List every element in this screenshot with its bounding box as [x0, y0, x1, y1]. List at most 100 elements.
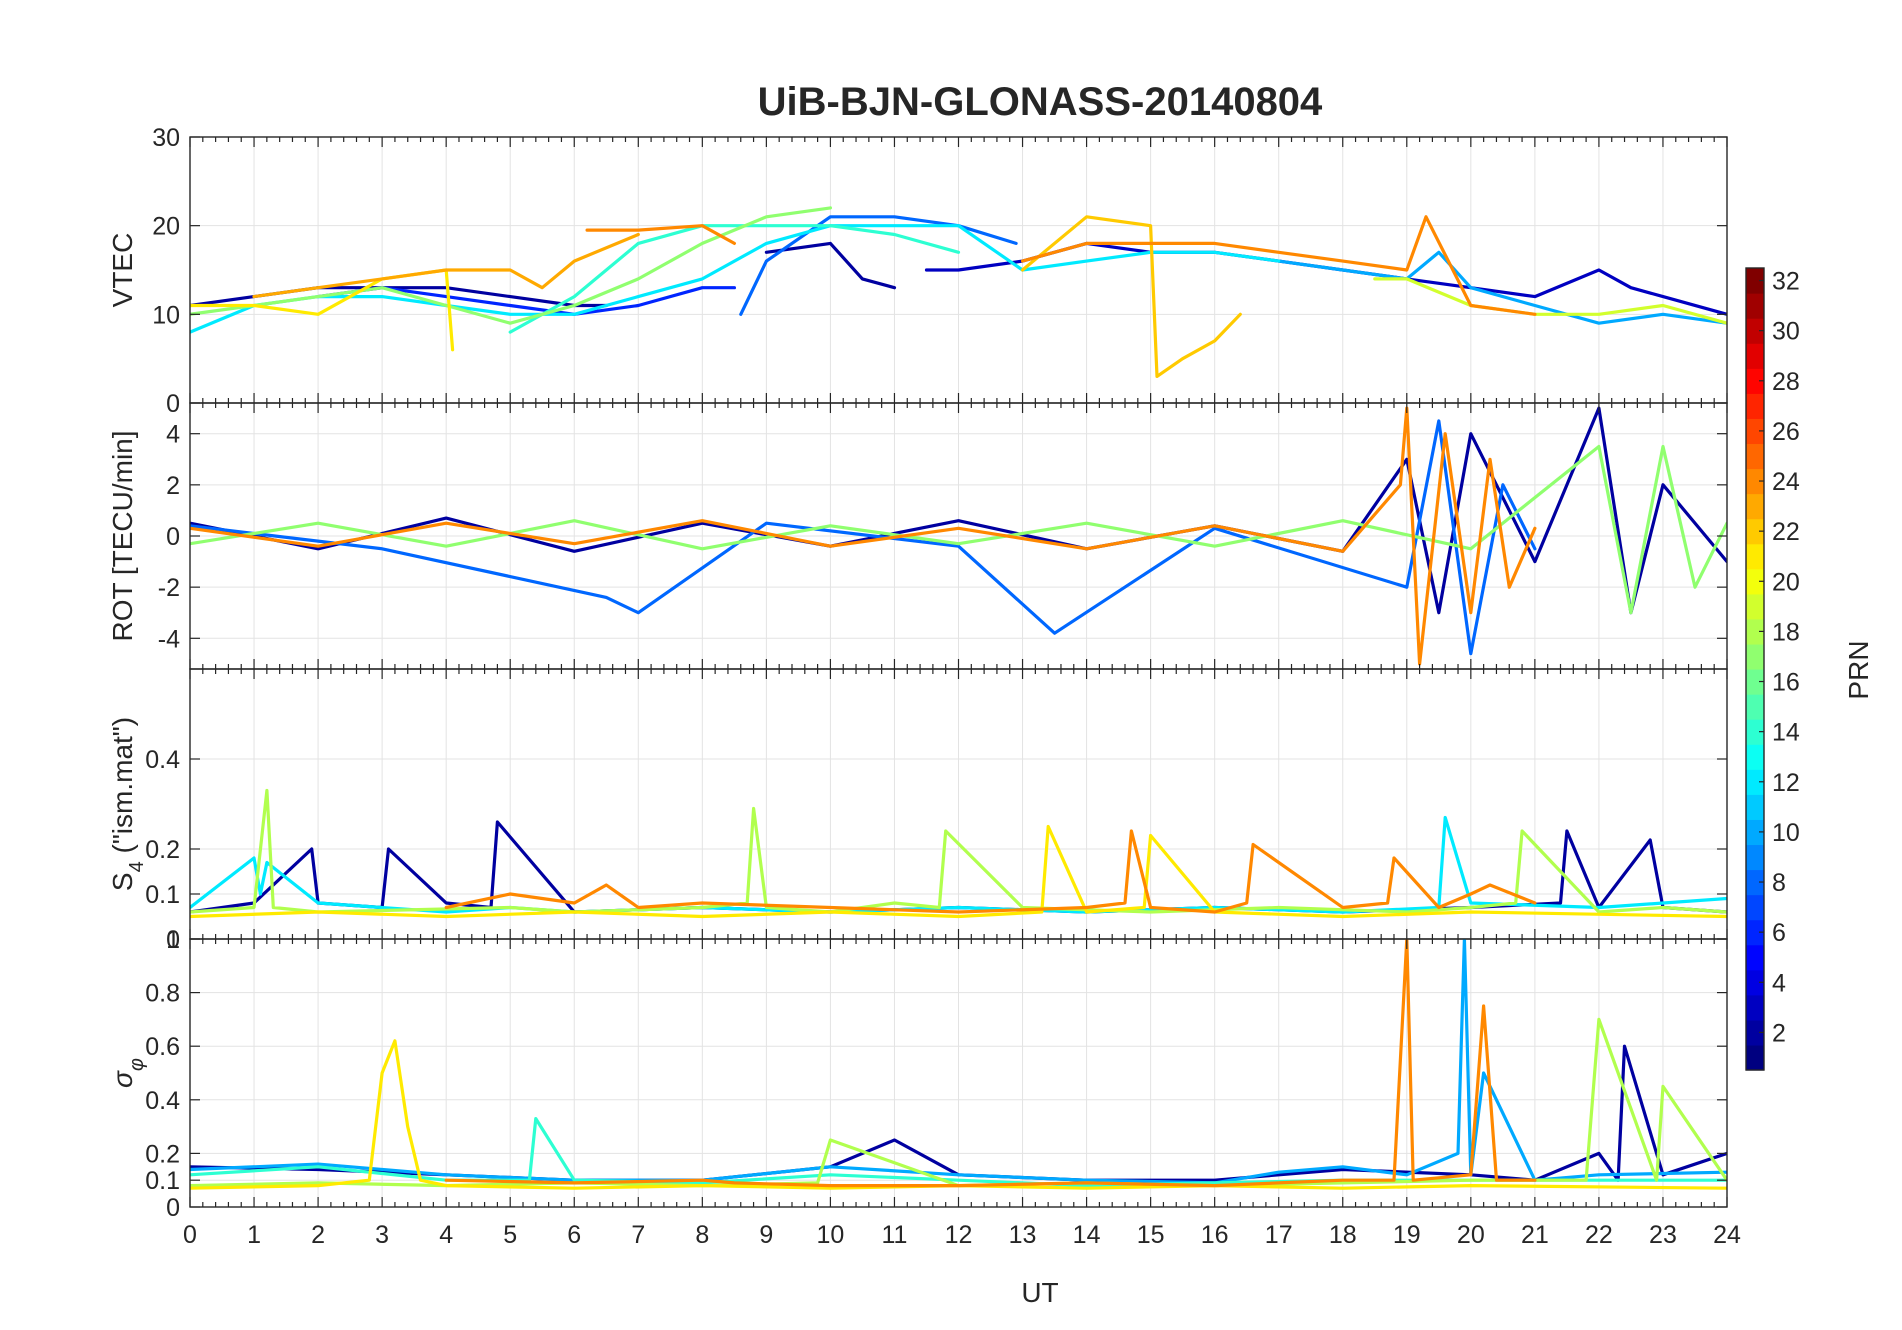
series-line-prn-17 [190, 206, 832, 325]
series-line-prn-24 [444, 939, 1537, 1188]
panel-vtec: 0 10 20 30 VTEC [107, 124, 1728, 418]
colorbar-swatch [1746, 543, 1764, 570]
series-line-prn-6 [316, 286, 736, 316]
colorbar-tick-label: 28 [1772, 368, 1800, 396]
colorbar-swatch [1746, 593, 1764, 620]
x-tick-label: 14 [1073, 1221, 1101, 1249]
series-line-prn-8 [739, 215, 1018, 316]
colorbar-swatch [1746, 819, 1764, 846]
x-tick-label: 18 [1329, 1221, 1357, 1249]
chart-title: UiB-BJN-GLONASS-20140804 [758, 80, 1323, 124]
colorbar-swatch [1746, 919, 1764, 946]
colorbar-swatch [1746, 293, 1764, 319]
x-tick-label: 20 [1457, 1221, 1485, 1249]
colorbar-swatch [1746, 869, 1764, 896]
panel-s4: 0 0.1 0.2 0.4S4 ("ism.mat") [107, 668, 1728, 954]
y-tick-label: 0.1 [145, 1167, 180, 1195]
x-tick-label: 16 [1201, 1221, 1229, 1249]
x-tick-label: 0 [183, 1221, 197, 1249]
colorbar-label: PRN [1843, 640, 1874, 699]
y-axis-label-s4: S4 ("ism.mat") [107, 717, 148, 891]
colorbar-swatch [1746, 343, 1764, 369]
colorbar-swatch [1746, 794, 1764, 820]
x-tick-label: 6 [567, 1221, 581, 1249]
colorbar-swatch [1746, 844, 1764, 871]
x-tick-label: 22 [1585, 1221, 1613, 1249]
x-tick-label: 7 [631, 1221, 645, 1249]
colorbar-swatch [1746, 418, 1764, 445]
colorbar-swatch [1746, 669, 1764, 695]
x-tick-label: 15 [1137, 1221, 1165, 1249]
x-tick-label: 10 [817, 1221, 845, 1249]
series-group [190, 788, 1727, 919]
series-line-prn-23 [252, 232, 640, 299]
colorbar-frame [1745, 267, 1765, 1071]
y-tick-label: -2 [158, 574, 180, 602]
series-line-prn-24 [190, 406, 1537, 666]
colorbar-tick-label: 10 [1772, 819, 1800, 847]
colorbar-swatch [1746, 468, 1764, 495]
series-line-prn-8 [190, 419, 1537, 656]
y-tick-label: -4 [158, 625, 180, 653]
y-tick-label: 4 [166, 421, 180, 449]
y-tick-label: 0.2 [145, 1140, 180, 1168]
series-line-prn-14 [508, 224, 961, 334]
colorbar-swatch [1746, 643, 1764, 670]
colorbar-swatch [1746, 719, 1764, 745]
colorbar-swatch [1746, 969, 1764, 996]
y-tick-label: 1 [166, 926, 180, 954]
colorbar-tick-label: 6 [1772, 919, 1786, 947]
y-tick-label: 0 [166, 523, 180, 551]
y-tick-label: 20 [152, 213, 180, 241]
y-tick-label: 10 [152, 301, 180, 329]
colorbar-swatch [1746, 568, 1764, 595]
series-line-prn-2 [190, 241, 897, 308]
y-tick-label: 2 [166, 472, 180, 500]
colorbar-swatch [1746, 894, 1764, 921]
x-tick-label: 9 [759, 1221, 773, 1249]
x-tick-label: 4 [439, 1221, 453, 1249]
colorbar-tick-label: 14 [1772, 719, 1800, 747]
colorbar-swatch [1746, 1044, 1764, 1071]
x-tick-label: 8 [695, 1221, 709, 1249]
y-tick-label: 0.8 [145, 980, 180, 1008]
colorbar-swatch [1746, 618, 1764, 645]
x-tick-label: 11 [881, 1221, 907, 1249]
x-tick-label: 17 [1265, 1221, 1293, 1249]
colorbar-swatch [1746, 443, 1764, 470]
colorbar-swatch [1746, 769, 1764, 795]
colorbar-swatch [1746, 268, 1764, 294]
y-tick-label: 0.6 [145, 1033, 180, 1061]
colorbar-tick-label: 4 [1772, 969, 1786, 997]
series-line-prn-10 [1277, 250, 1727, 325]
y-tick-label: 0.4 [145, 1087, 180, 1115]
colorbar-tick-label: 16 [1772, 669, 1800, 697]
x-axis-label: UT [1021, 1277, 1058, 1308]
colorbar-tick-label: 18 [1772, 618, 1800, 646]
x-tick-label: 1 [247, 1221, 261, 1249]
colorbar-swatch [1746, 944, 1764, 971]
series-line-prn-24 [585, 224, 736, 245]
colorbar-swatch [1746, 368, 1764, 394]
colorbar-swatch [1746, 318, 1764, 344]
y-axis-label-sigma: σφ [107, 1058, 148, 1088]
y-tick-label: 0.1 [145, 881, 180, 909]
x-tick-label: 21 [1521, 1221, 1549, 1249]
colorbar-tick-label: 12 [1772, 769, 1800, 797]
colorbar-tick-label: 8 [1772, 869, 1786, 897]
x-tick-label: 23 [1649, 1221, 1677, 1249]
colorbar-tick-label: 22 [1772, 518, 1800, 546]
colorbar-tick-label: 30 [1772, 318, 1800, 346]
x-tick-label: 3 [375, 1221, 389, 1249]
series-line-prn-21 [190, 824, 1727, 919]
series-line-prn-21 [190, 1039, 1727, 1190]
y-tick-label: 0 [166, 1194, 180, 1222]
series-line-prn-12 [190, 224, 1281, 334]
series-line-prn-22 [1020, 215, 1242, 378]
series-group [190, 406, 1727, 666]
colorbar-tick-label: 24 [1772, 468, 1800, 496]
panel-frame [189, 938, 1728, 1208]
x-tick-label: 5 [503, 1221, 517, 1249]
